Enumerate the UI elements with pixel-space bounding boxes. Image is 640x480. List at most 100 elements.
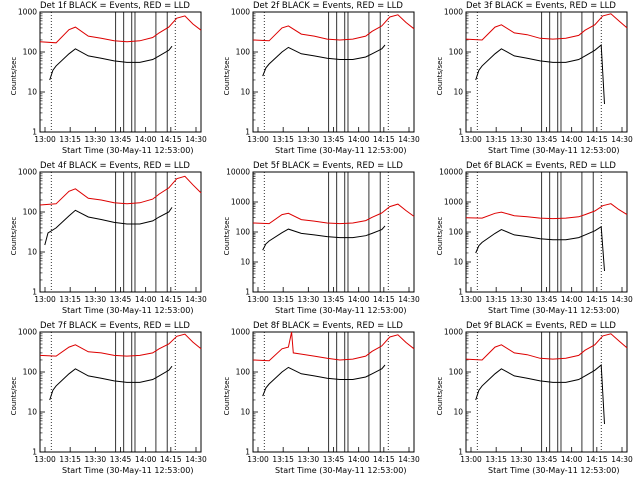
events-series-line bbox=[49, 365, 173, 401]
x-tick-label: 13:00 bbox=[460, 295, 482, 304]
axes-frame bbox=[465, 171, 628, 293]
y-tick-label: 1000 bbox=[231, 198, 250, 207]
y-tick-label: 1 bbox=[32, 128, 37, 137]
x-tick-label: 13:30 bbox=[298, 455, 320, 464]
events-series-line bbox=[49, 45, 173, 81]
events-series-line bbox=[262, 44, 386, 77]
detector-panel: Det 2f BLACK = Events, RED = LLD Counts/s… bbox=[213, 0, 426, 160]
x-tick-label: 14:15 bbox=[160, 295, 182, 304]
x-axis-label: Start Time (30-May-11 12:53:00) bbox=[488, 306, 620, 315]
x-tick-label: 14:15 bbox=[160, 135, 182, 144]
plot-area: 1 10 100 1000 13:00 13:15 13:30 13:45 14:00 14:15… bbox=[444, 8, 633, 145]
x-tick-label: 14:15 bbox=[373, 295, 395, 304]
x-tick-label: 13:30 bbox=[298, 135, 320, 144]
y-tick-label: 100 bbox=[23, 48, 38, 57]
x-tick-label: 13:15 bbox=[272, 295, 294, 304]
y-tick-label: 10 bbox=[240, 88, 250, 97]
events-series-line bbox=[475, 43, 605, 105]
y-tick-label: 10 bbox=[27, 88, 37, 97]
x-tick-label: 14:15 bbox=[586, 455, 608, 464]
lld-series-line bbox=[465, 203, 628, 220]
y-tick-label: 10 bbox=[240, 408, 250, 417]
detector-panel: Det 7f BLACK = Events, RED = LLD Counts/s… bbox=[0, 320, 213, 480]
x-axis-label: Start Time (30-May-11 12:53:00) bbox=[275, 146, 407, 155]
x-tick-label: 13:30 bbox=[85, 455, 107, 464]
x-tick-label: 13:15 bbox=[272, 455, 294, 464]
x-tick-label: 13:30 bbox=[511, 455, 533, 464]
x-tick-label: 13:45 bbox=[323, 135, 345, 144]
panel-title: Det 3f BLACK = Events, RED = LLD bbox=[466, 1, 616, 11]
y-tick-label: 100 bbox=[23, 368, 38, 377]
y-tick-label: 10 bbox=[27, 248, 37, 257]
y-tick-label: 1000 bbox=[444, 8, 463, 17]
x-tick-label: 13:15 bbox=[59, 295, 81, 304]
y-tick-label: 1 bbox=[458, 448, 463, 457]
x-tick-label: 13:30 bbox=[298, 295, 320, 304]
y-tick-label: 100 bbox=[236, 48, 251, 57]
panel-title: Det 2f BLACK = Events, RED = LLD bbox=[253, 1, 403, 11]
x-tick-label: 14:30 bbox=[185, 135, 207, 144]
x-tick-label: 13:45 bbox=[536, 455, 558, 464]
y-tick-label: 1000 bbox=[231, 8, 250, 17]
y-tick-label: 1 bbox=[245, 288, 250, 297]
y-tick-label: 1000 bbox=[444, 198, 463, 207]
y-tick-label: 100 bbox=[449, 368, 464, 377]
x-tick-label: 13:45 bbox=[323, 455, 345, 464]
x-tick-label: 14:00 bbox=[348, 135, 370, 144]
x-tick-label: 13:45 bbox=[110, 135, 132, 144]
x-tick-label: 13:45 bbox=[323, 295, 345, 304]
x-tick-label: 13:15 bbox=[485, 455, 507, 464]
y-tick-label: 1 bbox=[32, 448, 37, 457]
x-tick-label: 13:30 bbox=[85, 295, 107, 304]
lld-series-line bbox=[39, 333, 202, 357]
x-tick-label: 14:15 bbox=[373, 135, 395, 144]
lld-series-line bbox=[252, 331, 415, 362]
x-tick-label: 14:00 bbox=[348, 295, 370, 304]
x-tick-label: 13:15 bbox=[485, 135, 507, 144]
panel-title: Det 9f BLACK = Events, RED = LLD bbox=[466, 321, 616, 331]
plot-area: 1 10 100 1000 13:00 13:15 13:30 13:45 14:00 14:15… bbox=[18, 8, 207, 145]
y-tick-label: 100 bbox=[449, 48, 464, 57]
x-tick-label: 13:45 bbox=[110, 295, 132, 304]
detector-panel: Det 4f BLACK = Events, RED = LLD Counts/s… bbox=[0, 160, 213, 320]
x-tick-label: 13:15 bbox=[59, 135, 81, 144]
events-series-line bbox=[44, 207, 173, 246]
axes-frame bbox=[252, 11, 415, 133]
y-tick-label: 100 bbox=[23, 208, 38, 217]
y-tick-label: 10 bbox=[453, 408, 463, 417]
panel-title: Det 6f BLACK = Events, RED = LLD bbox=[466, 161, 616, 171]
x-tick-label: 13:00 bbox=[460, 455, 482, 464]
axes-frame bbox=[39, 11, 202, 133]
x-tick-label: 14:30 bbox=[185, 455, 207, 464]
x-tick-label: 14:00 bbox=[135, 135, 157, 144]
y-tick-label: 1 bbox=[458, 128, 463, 137]
x-tick-label: 14:15 bbox=[586, 295, 608, 304]
x-axis-label: Start Time (30-May-11 12:53:00) bbox=[62, 306, 194, 315]
plot-area: 1 10 100 1000 13:00 13:15 13:30 13:45 14:00 14:15… bbox=[18, 168, 207, 305]
x-tick-label: 13:00 bbox=[460, 135, 482, 144]
detector-panel: Det 6f BLACK = Events, RED = LLD Counts/s… bbox=[426, 160, 639, 320]
x-tick-label: 13:15 bbox=[272, 135, 294, 144]
y-tick-label: 1 bbox=[458, 288, 463, 297]
x-tick-label: 14:15 bbox=[586, 135, 608, 144]
y-tick-label: 1000 bbox=[18, 8, 37, 17]
plot-area: 1 10 100 1000 13:00 13:15 13:30 13:45 14:00 14:15… bbox=[231, 8, 420, 145]
y-tick-label: 1000 bbox=[444, 328, 463, 337]
y-tick-label: 10 bbox=[453, 258, 463, 267]
plot-area: 1 10 100 1000 13:00 13:15 13:30 13:45 14:00 14:15… bbox=[444, 328, 633, 465]
events-series-line bbox=[475, 363, 605, 425]
x-tick-label: 14:30 bbox=[611, 295, 633, 304]
x-axis-label: Start Time (30-May-11 12:53:00) bbox=[62, 466, 194, 475]
panel-title: Det 5f BLACK = Events, RED = LLD bbox=[253, 161, 403, 171]
x-tick-label: 14:00 bbox=[561, 295, 583, 304]
x-tick-label: 14:30 bbox=[611, 455, 633, 464]
y-tick-label: 1000 bbox=[231, 328, 250, 337]
x-tick-label: 13:15 bbox=[59, 455, 81, 464]
x-tick-label: 13:30 bbox=[85, 135, 107, 144]
axes-frame bbox=[252, 331, 415, 453]
y-tick-label: 100 bbox=[236, 228, 251, 237]
x-tick-label: 13:45 bbox=[536, 295, 558, 304]
x-tick-label: 13:00 bbox=[247, 295, 269, 304]
x-tick-label: 13:00 bbox=[34, 455, 56, 464]
lld-series-line bbox=[465, 13, 628, 41]
